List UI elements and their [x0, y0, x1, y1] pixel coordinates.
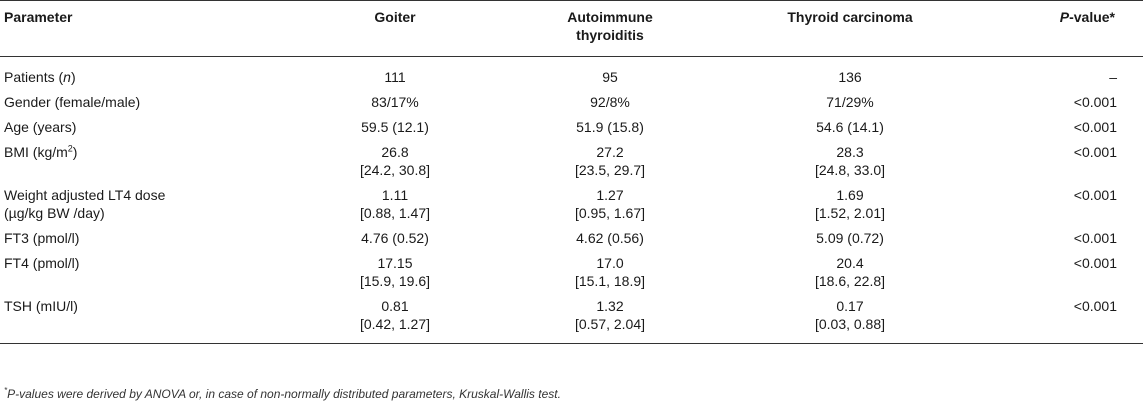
cell-carcinoma: 20.4 [18.6, 22.8]: [715, 253, 985, 296]
cell-p-value: <0.001: [985, 296, 1143, 344]
header-goiter: Goiter: [285, 0, 505, 57]
cell-carcinoma: 28.3 [24.8, 33.0]: [715, 142, 985, 185]
cell-p-value: –: [1109, 69, 1117, 85]
cell-autoimmune: 95: [602, 69, 618, 85]
cell-median: 28.3: [836, 144, 864, 160]
cell-median: 26.8: [381, 144, 409, 160]
row-label-bmi: BMI (kg/m2): [0, 142, 285, 185]
table-header: Parameter Goiter Autoimmune thyroiditis …: [0, 0, 1143, 57]
cell-autoimmune: 51.9 (15.8): [576, 119, 644, 135]
cell-goiter: 0.81 [0.42, 1.27]: [285, 296, 505, 344]
footnote-marker: *: [4, 386, 8, 395]
cell-median: 20.4: [836, 255, 864, 271]
cell-median: 17.0: [596, 255, 624, 271]
cell-goiter: 17.15 [15.9, 19.6]: [285, 253, 505, 296]
header-autoimmune-line2: thyroiditis: [576, 27, 644, 43]
cell-goiter: 59.5 (12.1): [361, 119, 429, 135]
cell-p-value: <0.001: [1073, 94, 1117, 110]
row-label-lt4-dose: Weight adjusted LT4 dose (µg/kg BW /day): [0, 185, 285, 228]
cell-median: 1.69: [836, 187, 864, 203]
table-row: Gender (female/male) 83/17% 92/8% 71/29%…: [0, 92, 1143, 117]
cell-autoimmune: 27.2 [23.5, 29.7]: [505, 142, 715, 185]
label-line: Weight adjusted LT4 dose: [4, 187, 166, 203]
cell-carcinoma: 54.6 (14.1): [816, 119, 884, 135]
cell-iqr: [0.42, 1.27]: [359, 316, 431, 332]
cell-iqr: [23.5, 29.7]: [574, 162, 646, 178]
cell-goiter: 83/17%: [371, 94, 419, 110]
cell-iqr: [18.6, 22.8]: [814, 273, 886, 289]
header-parameter: Parameter: [0, 0, 285, 57]
label-text: ): [70, 69, 76, 85]
row-label-ft4: FT4 (pmol/l): [4, 255, 80, 271]
thyroid-parameters-table: Parameter Goiter Autoimmune thyroiditis …: [0, 0, 1143, 344]
cell-p-value: <0.001: [1073, 119, 1117, 135]
table-row: TSH (mIU/l) 0.81 [0.42, 1.27] 1.32 [0.57, …: [0, 296, 1143, 344]
table-row: BMI (kg/m2) 26.8 [24.2, 30.8] 27.2 [23.5, …: [0, 142, 1143, 185]
row-label-tsh: TSH (mIU/l): [0, 296, 285, 344]
cell-median: 27.2: [596, 144, 624, 160]
row-label-patients: Patients (n): [0, 67, 285, 92]
cell-median: 0.81: [381, 298, 409, 314]
label-text: ): [72, 144, 78, 160]
cell-autoimmune: 4.62 (0.56): [576, 230, 644, 246]
cell-carcinoma: 71/29%: [826, 94, 874, 110]
cell-p-value: <0.001: [1073, 255, 1117, 271]
label-text: Patients (: [4, 69, 64, 85]
header-autoimmune-line1: Autoimmune: [567, 9, 653, 25]
table-row: FT3 (pmol/l) 4.76 (0.52) 4.62 (0.56) 5.0…: [0, 228, 1143, 253]
cell-iqr: [0.95, 1.67]: [574, 205, 646, 221]
label-text: BMI (kg/m: [4, 144, 68, 160]
cell-goiter: 1.11 [0.88, 1.47]: [285, 185, 505, 228]
table-row: Weight adjusted LT4 dose (µg/kg BW /day) …: [0, 185, 1143, 228]
row-label-ft3: FT3 (pmol/l): [4, 230, 80, 246]
cell-goiter: 111: [384, 69, 406, 85]
cell-iqr: [15.9, 19.6]: [359, 273, 431, 289]
label-superscript: 2: [67, 143, 73, 154]
cell-goiter: 4.76 (0.52): [361, 230, 429, 246]
cell-carcinoma: 0.17 [0.03, 0.88]: [715, 296, 985, 344]
cell-p-value: <0.001: [1073, 144, 1117, 160]
table-body: Patients (n) 111 95 136 – Gender (female…: [0, 57, 1143, 344]
cell-autoimmune: 92/8%: [590, 94, 630, 110]
table-row: Patients (n) 111 95 136 –: [0, 67, 1143, 92]
cell-iqr: [15.1, 18.9]: [574, 273, 646, 289]
footnote-p: P: [7, 387, 16, 401]
table-row: FT4 (pmol/l) 17.15 [15.9, 19.6] 17.0 [15.1…: [0, 253, 1143, 296]
cell-median: 1.27: [596, 187, 624, 203]
cell-goiter: 26.8 [24.2, 30.8]: [285, 142, 505, 185]
cell-median: 0.17: [836, 298, 864, 314]
cell-p-value: <0.001: [1073, 187, 1117, 203]
cell-iqr: [24.8, 33.0]: [814, 162, 886, 178]
cell-carcinoma: 1.69 [1.52, 2.01]: [715, 185, 985, 228]
cell-carcinoma: 5.09 (0.72): [816, 230, 884, 246]
footnote-text: -values were derived by ANOVA or, in cas…: [15, 387, 561, 401]
cell-median: 1.11: [381, 187, 409, 203]
cell-p-value: <0.001: [1073, 230, 1117, 246]
label-italic-n: n: [63, 69, 71, 85]
header-p-rest: -value*: [1069, 9, 1115, 25]
cell-median: 17.15: [377, 255, 413, 271]
data-table-container: Parameter Goiter Autoimmune thyroiditis …: [0, 0, 1143, 344]
header-p-value: P-value*: [985, 0, 1143, 57]
cell-autoimmune: 17.0 [15.1, 18.9]: [505, 253, 715, 296]
table-row: Age (years) 59.5 (12.1) 51.9 (15.8) 54.6…: [0, 117, 1143, 142]
cell-iqr: [0.03, 0.88]: [814, 316, 886, 332]
table-footnote: *P-values were derived by ANOVA or, in c…: [4, 386, 561, 402]
cell-iqr: [24.2, 30.8]: [359, 162, 431, 178]
cell-iqr: [0.88, 1.47]: [359, 205, 431, 221]
cell-autoimmune: 1.27 [0.95, 1.67]: [505, 185, 715, 228]
cell-median: 1.32: [596, 298, 624, 314]
header-autoimmune-thyroiditis: Autoimmune thyroiditis: [505, 0, 715, 57]
header-p-italic: P: [1059, 9, 1070, 25]
row-label-gender: Gender (female/male): [4, 94, 141, 110]
cell-carcinoma: 136: [838, 69, 862, 85]
header-thyroid-carcinoma: Thyroid carcinoma: [715, 0, 985, 57]
cell-iqr: [0.57, 2.04]: [574, 316, 646, 332]
cell-iqr: [1.52, 2.01]: [814, 205, 886, 221]
label-line: (µg/kg BW /day): [4, 205, 105, 221]
row-label-age: Age (years): [4, 119, 77, 135]
cell-autoimmune: 1.32 [0.57, 2.04]: [505, 296, 715, 344]
